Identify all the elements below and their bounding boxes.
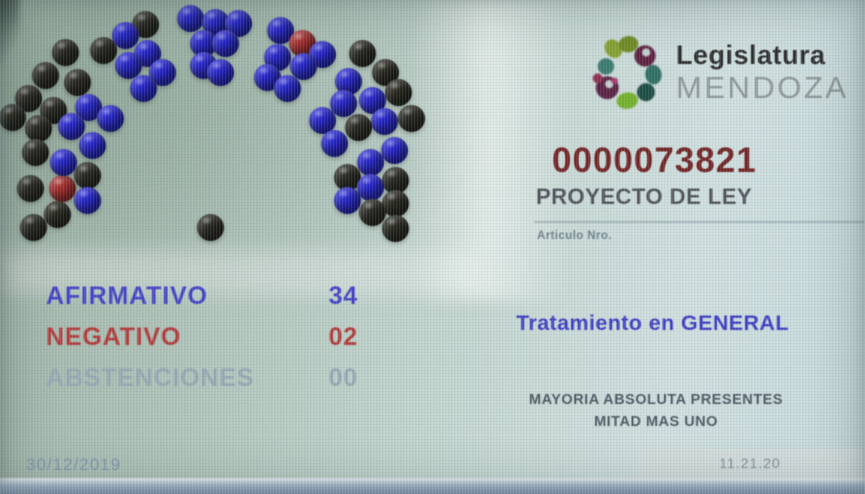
seat-dot-apagado [21, 138, 49, 166]
abstenciones-label: ABSTENCIONES [46, 364, 255, 392]
seat-dot-apagado [381, 166, 409, 194]
seat-dot-afirmativo [129, 74, 157, 102]
seat-dot-apagado [51, 38, 79, 66]
session-time: 11.21.20 [719, 455, 781, 471]
brand-text-block: Legislatura MENDOZA [676, 40, 849, 105]
seat-dot-apagado [43, 200, 71, 228]
seat-dot-apagado [381, 189, 409, 217]
seat-dot-afirmativo [206, 58, 234, 86]
seat-dot-afirmativo [289, 52, 317, 80]
negativo-label: NEGATIVO [46, 323, 182, 351]
seat-dot-apagado [0, 103, 26, 131]
majority-rule-text: MAYORIA ABSOLUTA PRESENTES MITAD MAS UNO [450, 389, 862, 433]
afirmativo-label: AFIRMATIVO [46, 282, 208, 310]
seat-dot-negativo [48, 174, 76, 202]
seat-dot-apagado [19, 213, 47, 241]
seat-dot-afirmativo [78, 131, 106, 159]
clock-box: 11.21.20 [637, 449, 863, 478]
seat-dot-apagado [16, 174, 44, 202]
majority-rule-line1: MAYORIA ABSOLUTA PRESENTES [529, 392, 783, 408]
seat-dot-afirmativo [356, 148, 384, 176]
seat-dot-afirmativo [273, 74, 301, 102]
record-divider-line [534, 221, 864, 223]
afirmativo-count: 34 [328, 282, 358, 310]
seat-dot-apagado [358, 198, 386, 226]
bottom-taskbar-strip [0, 478, 865, 494]
document-type-label: PROYECTO DE LEY [536, 184, 753, 209]
seat-dot-afirmativo [176, 4, 204, 32]
vote-row-negativo: NEGATIVO 02 [46, 324, 358, 350]
seat-dot-afirmativo [57, 112, 85, 140]
seat-dot-afirmativo [333, 186, 361, 214]
seat-dot-apagado [24, 114, 52, 142]
session-date: 30/12/2019 [26, 455, 122, 474]
seat-dot-apagado [73, 161, 101, 189]
treatment-status: Tratamiento en GENERAL [516, 311, 789, 335]
seat-dot-afirmativo [320, 129, 348, 157]
seat-dot-apagado [384, 78, 412, 106]
seat-dot-afirmativo [329, 89, 357, 117]
seat-dot-apagado [333, 163, 361, 191]
seat-dot-apagado [344, 113, 372, 141]
seat-dot-afirmativo [96, 104, 124, 132]
seat-dot-afirmativo [49, 148, 77, 176]
negativo-count: 02 [328, 323, 358, 351]
seat-dot-afirmativo [114, 51, 142, 79]
expediente-number: 0000073821 [552, 141, 757, 180]
vote-totals-panel: AFIRMATIVO 34 NEGATIVO 02 ABSTENCIONES 0… [46, 283, 358, 406]
seat-dot-afirmativo [111, 21, 139, 49]
seat-dot-apagado [63, 68, 91, 96]
abstenciones-count: 00 [328, 364, 358, 392]
seat-dot-afirmativo [370, 107, 398, 135]
brand-title: Legislatura [676, 40, 826, 70]
vote-row-abstenciones: ABSTENCIONES 00 [46, 365, 358, 391]
seat-dot-apagado [397, 104, 425, 132]
article-number-label: Articulo Nro. [537, 230, 612, 242]
seat-dot-apagado [196, 213, 224, 241]
seat-dot-apagado [89, 36, 117, 64]
seat-dot-afirmativo [380, 136, 408, 164]
seat-dot-apagado [31, 61, 59, 89]
seat-dot-apagado [348, 39, 376, 67]
legislatura-flower-logo-icon [592, 35, 662, 109]
seat-dot-afirmativo [308, 106, 336, 134]
seat-dot-afirmativo [356, 173, 384, 201]
seat-dot-afirmativo [211, 29, 239, 57]
vote-row-afirmativo: AFIRMATIVO 34 [46, 283, 358, 309]
majority-rule-line2: MITAD MAS UNO [594, 414, 718, 430]
seat-dot-afirmativo [73, 186, 101, 214]
brand-subtitle: MENDOZA [676, 70, 849, 105]
seat-dot-apagado [381, 214, 409, 242]
